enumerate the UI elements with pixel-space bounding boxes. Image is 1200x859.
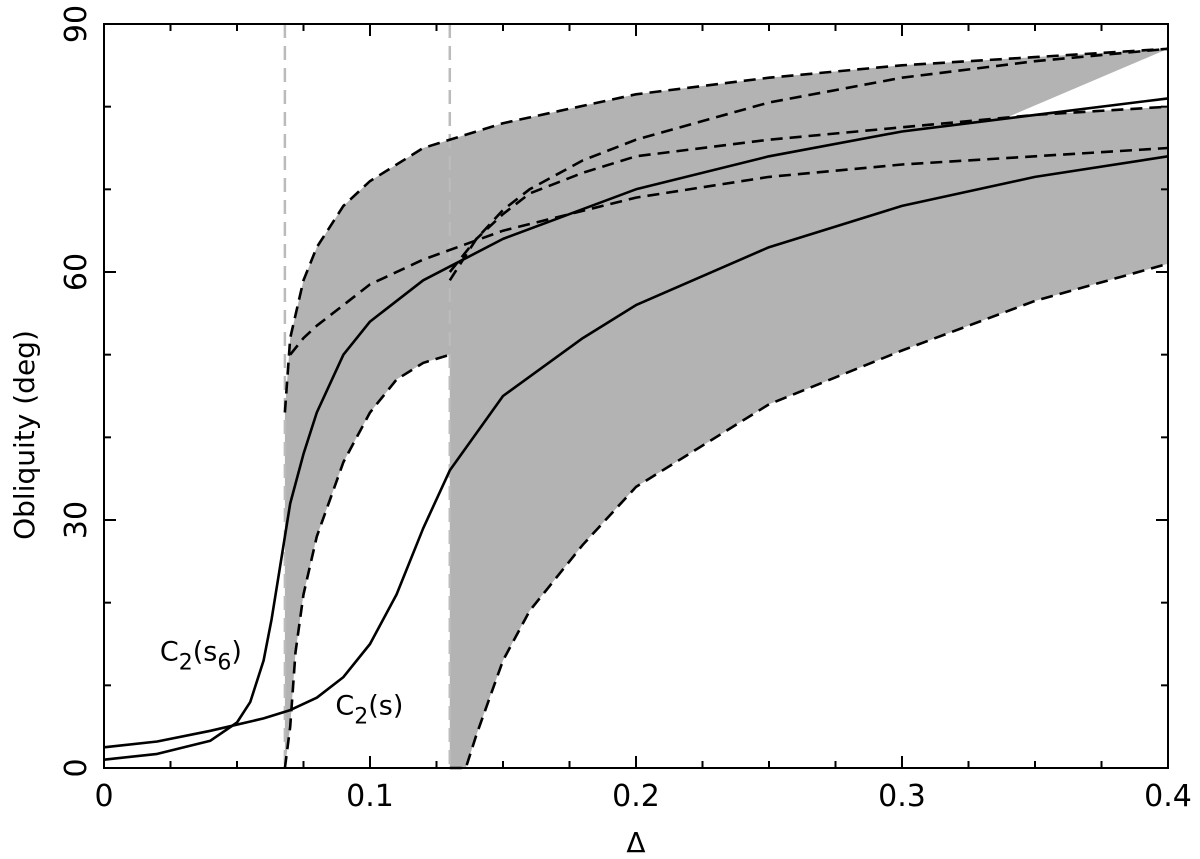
curve-label-1: C2(s6) <box>160 637 242 676</box>
y-axis-label: Obliquity (deg) <box>8 330 41 540</box>
x-axis-label: Δ <box>626 826 645 859</box>
shaded-band-2 <box>449 106 1168 768</box>
band-1-lower-edge <box>283 353 451 769</box>
y-tick-label: 0 <box>59 758 94 777</box>
series-line-2 <box>103 155 1169 749</box>
vertical-markers <box>283 24 452 768</box>
y-tick-label: 90 <box>59 5 94 43</box>
x-tick-label: 0.4 <box>1144 779 1192 814</box>
series-line-1 <box>103 97 1169 761</box>
band-2-lower-edge <box>449 262 1169 770</box>
tick-labels: 0 0.1 0.2 0.3 0.4 0 30 60 90 <box>59 5 1192 814</box>
x-tick-label: 0 <box>94 779 113 814</box>
series-line-3 <box>448 47 1169 282</box>
y-tick-label: 60 <box>59 253 94 291</box>
x-tick-label: 0.1 <box>346 779 394 814</box>
band-1-upper-edge <box>283 47 1169 413</box>
x-tick-label: 0.3 <box>878 779 926 814</box>
band-2-upper-edge <box>448 105 1169 273</box>
plot-bands <box>284 48 1168 769</box>
curve-labels: C2(s6) C2(s) <box>160 637 404 730</box>
x-tick-label: 0.2 <box>612 779 660 814</box>
axis-ticks <box>103 23 1169 769</box>
y-tick-label: 30 <box>59 501 94 539</box>
plot-curves <box>103 47 1169 770</box>
curve-label-2: C2(s) <box>335 690 403 729</box>
